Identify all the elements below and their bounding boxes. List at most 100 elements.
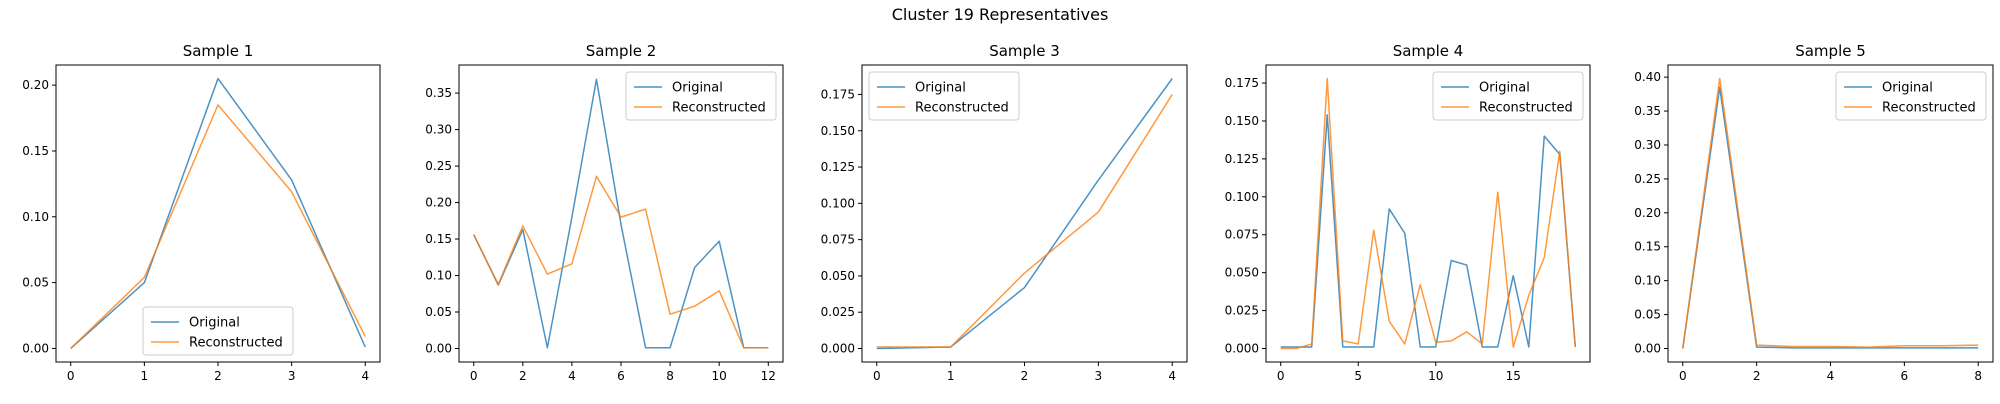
subplot-title: Sample 3 — [989, 42, 1060, 60]
x-tick-label: 2 — [519, 369, 527, 383]
subplot-title: Sample 4 — [1393, 42, 1464, 60]
series-line-reconstructed — [473, 175, 769, 349]
y-tick-label: 0.075 — [1225, 228, 1259, 242]
legend: Original Reconstructed — [1835, 71, 1987, 121]
y-tick-label: 0.175 — [821, 87, 855, 101]
legend: Original Reconstructed — [1432, 71, 1584, 121]
x-tick-label: 10 — [1428, 369, 1443, 383]
x-tick-label: 4 — [361, 369, 369, 383]
legend-box — [142, 306, 294, 356]
subplot-1: Sample 1 0.00 0.05 0.10 0.15 0.20 0 1 2 3 4 Origina… — [22, 42, 381, 383]
legend-box — [1432, 71, 1584, 121]
y-tick-label: 0.20 — [1634, 206, 1661, 220]
legend-label: Original — [672, 81, 723, 96]
series-line-original — [70, 77, 366, 349]
y-tick-label: 0.100 — [821, 196, 855, 210]
legend-label: Original — [915, 81, 966, 96]
y-tick-label: 0.15 — [22, 144, 49, 158]
x-tick-label: 8 — [1974, 369, 1982, 383]
y-tick-label: 0.25 — [1634, 172, 1661, 186]
y-tick-label: 0.25 — [425, 159, 452, 173]
y-tick-label: 0.15 — [1634, 240, 1661, 254]
x-tick-label: 3 — [288, 369, 296, 383]
x-tick-label: 3 — [1095, 369, 1103, 383]
legend: Original Reconstructed — [142, 306, 294, 356]
subplot-3: Sample 3 0.000 0.025 0.050 0.075 0.100 0.125 0.… — [821, 42, 1188, 383]
legend-box — [625, 71, 777, 121]
y-tick-label: 0.10 — [1634, 274, 1661, 288]
legend-label: Reconstructed — [1882, 101, 1976, 116]
y-tick-label: 0.00 — [1634, 342, 1661, 356]
legend: Original Reconstructed — [868, 71, 1020, 121]
x-tick-label: 6 — [1901, 369, 1909, 383]
series-line-reconstructed — [876, 94, 1173, 348]
legend-label: Original — [1882, 81, 1933, 96]
axes-frame — [1667, 64, 1994, 363]
y-tick-label: 0.40 — [1634, 70, 1661, 84]
subplot-2: Sample 2 0.00 0.05 0.10 0.15 0.20 0.25 0.30 0.35… — [425, 42, 784, 383]
x-tick-label: 4 — [1827, 369, 1835, 383]
y-tick-label: 0.05 — [1634, 308, 1661, 322]
y-tick-label: 0.10 — [22, 210, 49, 224]
y-tick-label: 0.050 — [821, 269, 855, 283]
y-tick-label: 0.35 — [1634, 104, 1661, 118]
legend-box — [868, 71, 1020, 121]
series-line-original — [1682, 86, 1979, 349]
subplot-title: Sample 1 — [183, 42, 254, 60]
axes-frame — [861, 64, 1188, 363]
x-tick-label: 1 — [947, 369, 955, 383]
y-tick-label: 0.20 — [425, 196, 452, 210]
y-tick-label: 0.125 — [821, 160, 855, 174]
x-tick-label: 6 — [617, 369, 625, 383]
x-tick-label: 0 — [873, 369, 881, 383]
x-tick-label: 5 — [1354, 369, 1362, 383]
y-tick-label: 0.025 — [821, 305, 855, 319]
y-tick-label: 0.175 — [1225, 76, 1259, 90]
y-tick-label: 0.050 — [1225, 266, 1259, 280]
axes-frame — [458, 64, 784, 363]
y-tick-label: 0.05 — [425, 305, 452, 319]
x-tick-label: 0 — [67, 369, 75, 383]
series-line-reconstructed — [1682, 77, 1979, 349]
x-tick-label: 12 — [761, 369, 776, 383]
legend: Original Reconstructed — [625, 71, 777, 121]
x-tick-label: 0 — [470, 369, 478, 383]
y-tick-label: 0.30 — [1634, 138, 1661, 152]
x-tick-label: 4 — [568, 369, 576, 383]
series-line-original — [1280, 114, 1577, 348]
subplot-5: Sample 5 0.00 0.05 0.10 0.15 0.20 0.25 0.30 0.35… — [1634, 42, 1994, 383]
legend-label: Reconstructed — [189, 336, 283, 351]
y-tick-label: 0.100 — [1225, 190, 1259, 204]
y-tick-label: 0.00 — [22, 341, 49, 355]
x-tick-label: 8 — [666, 369, 674, 383]
series-line-original — [473, 78, 769, 349]
subplot-4: Sample 4 0.000 0.025 0.050 0.075 0.100 0.125 0.… — [1225, 42, 1591, 383]
y-tick-label: 0.125 — [1225, 152, 1259, 166]
x-tick-label: 2 — [1753, 369, 1761, 383]
x-tick-label: 2 — [214, 369, 222, 383]
series-line-reconstructed — [1280, 77, 1577, 350]
x-tick-label: 2 — [1021, 369, 1029, 383]
subplot-title: Sample 5 — [1795, 42, 1866, 60]
x-tick-label: 0 — [1679, 369, 1687, 383]
legend-label: Reconstructed — [672, 101, 766, 116]
y-tick-label: 0.15 — [425, 232, 452, 246]
y-tick-label: 0.35 — [425, 86, 452, 100]
x-tick-label: 10 — [712, 369, 727, 383]
y-tick-label: 0.30 — [425, 123, 452, 137]
x-tick-label: 4 — [1168, 369, 1176, 383]
y-tick-label: 0.20 — [22, 78, 49, 92]
x-tick-label: 15 — [1506, 369, 1521, 383]
legend-label: Reconstructed — [1479, 101, 1573, 116]
y-tick-label: 0.150 — [1225, 114, 1259, 128]
y-tick-label: 0.025 — [1225, 304, 1259, 318]
y-tick-label: 0.150 — [821, 124, 855, 138]
y-tick-label: 0.00 — [425, 342, 452, 356]
legend-box — [1835, 71, 1987, 121]
y-tick-label: 0.000 — [1225, 342, 1259, 356]
x-tick-label: 0 — [1277, 369, 1285, 383]
y-tick-label: 0.075 — [821, 233, 855, 247]
